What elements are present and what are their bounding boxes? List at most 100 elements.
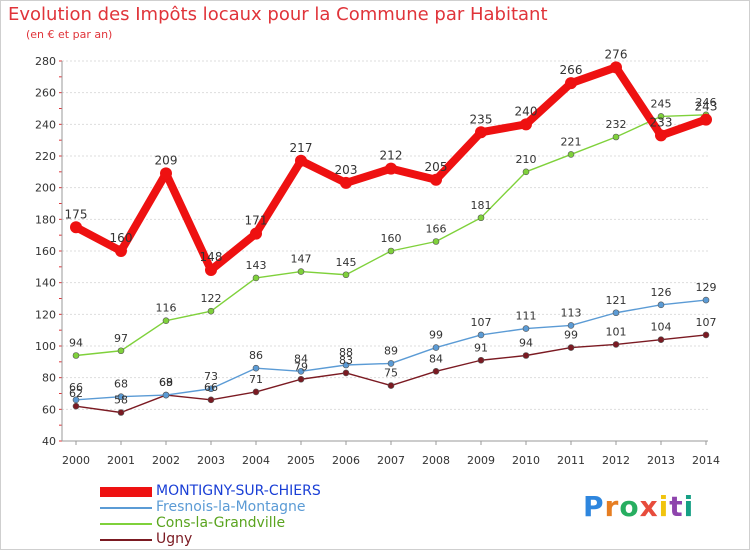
data-point — [115, 245, 127, 257]
data-point — [567, 344, 575, 351]
data-label: 243 — [695, 100, 718, 114]
data-label: 166 — [426, 223, 447, 236]
data-point — [117, 347, 125, 355]
data-label: 62 — [69, 387, 83, 400]
data-label: 91 — [474, 341, 488, 354]
data-label: 181 — [471, 199, 492, 212]
y-tick-label: 140 — [35, 277, 56, 290]
data-point — [432, 238, 440, 245]
x-tick-label: 2003 — [197, 454, 225, 467]
data-point — [117, 409, 125, 416]
data-point — [477, 356, 485, 364]
data-point — [565, 77, 577, 90]
data-label: 71 — [249, 373, 263, 386]
data-point — [612, 133, 620, 141]
data-point — [162, 317, 170, 324]
data-label: 104 — [651, 321, 672, 334]
data-label: 89 — [384, 344, 398, 357]
logo-letter: x — [639, 490, 659, 523]
legend-label: Fresnois-la-Montagne — [156, 499, 306, 515]
data-point — [702, 331, 710, 339]
data-label: 233 — [650, 115, 673, 129]
x-tick-label: 2007 — [377, 454, 405, 467]
data-label: 221 — [561, 135, 582, 148]
data-point — [477, 214, 485, 222]
data-label: 232 — [606, 118, 627, 131]
chart-subtitle: (en € et par an) — [26, 28, 113, 41]
data-label: 99 — [429, 329, 443, 342]
legend-swatch — [100, 523, 152, 525]
data-point — [657, 113, 665, 120]
data-label: 73 — [204, 370, 218, 383]
data-label: 129 — [696, 281, 717, 294]
data-point — [387, 247, 395, 255]
data-label: 145 — [336, 256, 357, 269]
data-label: 266 — [560, 63, 583, 77]
data-point — [297, 268, 305, 275]
data-point — [72, 402, 80, 410]
logo-letter: i — [683, 490, 695, 523]
y-tick-label: 280 — [35, 55, 56, 68]
logo-letter: P — [583, 490, 605, 523]
x-tick-label: 2008 — [422, 454, 450, 467]
data-label: 160 — [381, 232, 402, 245]
data-point — [610, 61, 622, 74]
data-label: 235 — [470, 112, 493, 126]
data-label: 111 — [516, 310, 537, 323]
data-label: 122 — [201, 292, 222, 305]
data-label: 83 — [339, 354, 353, 367]
data-point — [340, 176, 352, 189]
data-label: 107 — [696, 316, 717, 329]
data-label: 101 — [606, 325, 627, 338]
data-point — [567, 322, 575, 329]
x-tick-label: 2009 — [467, 454, 495, 467]
data-point — [612, 309, 620, 317]
legend-swatch — [100, 507, 152, 509]
data-label: 121 — [606, 294, 627, 307]
data-label: 75 — [384, 367, 398, 380]
x-tick-label: 2014 — [692, 454, 720, 467]
data-point — [70, 221, 82, 234]
legend-label: Ugny — [156, 531, 193, 547]
data-point — [252, 364, 260, 372]
data-point — [700, 113, 712, 126]
data-label: 66 — [204, 381, 218, 394]
data-label: 210 — [516, 153, 537, 166]
data-point — [342, 369, 350, 377]
y-tick-label: 180 — [35, 213, 56, 226]
data-label: 126 — [651, 286, 672, 299]
data-point — [385, 162, 397, 175]
y-tick-label: 40 — [42, 435, 56, 448]
data-label: 171 — [245, 214, 268, 228]
data-label: 148 — [200, 250, 223, 264]
data-point — [522, 352, 530, 359]
data-label: 217 — [290, 141, 313, 155]
data-label: 116 — [156, 302, 177, 315]
data-point — [205, 264, 217, 276]
proxiti-logo: Proxiti — [583, 490, 694, 523]
data-label: 175 — [65, 207, 88, 221]
data-point — [612, 341, 620, 348]
data-point — [342, 271, 350, 279]
y-tick-label: 100 — [35, 340, 56, 353]
x-tick-label: 2000 — [62, 454, 90, 467]
x-tick-label: 2012 — [602, 454, 630, 467]
data-label: 66 — [69, 381, 83, 394]
logo-letter: i — [658, 490, 670, 523]
data-point — [387, 382, 395, 389]
data-point — [252, 274, 260, 282]
data-point — [342, 361, 350, 369]
data-point — [430, 173, 442, 186]
x-tick-label: 2002 — [152, 454, 180, 467]
y-tick-label: 240 — [35, 118, 56, 131]
data-point — [117, 393, 125, 400]
data-point — [72, 396, 80, 404]
data-label: 94 — [519, 337, 533, 350]
data-label: 276 — [605, 47, 628, 61]
data-point — [522, 168, 530, 176]
data-point — [250, 227, 262, 240]
data-label: 94 — [69, 337, 83, 350]
data-point — [657, 336, 665, 343]
y-tick-label: 80 — [42, 372, 56, 385]
